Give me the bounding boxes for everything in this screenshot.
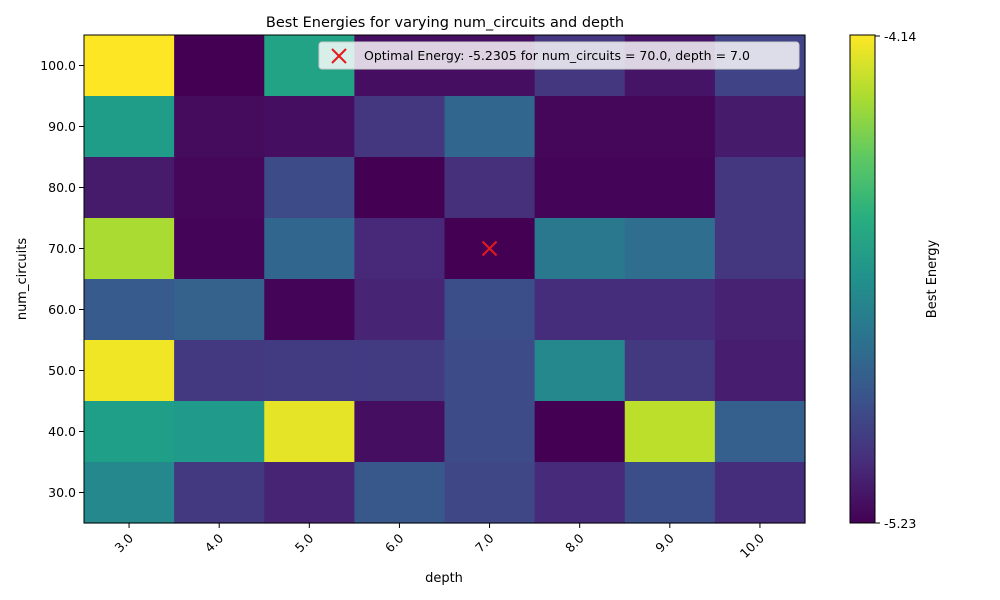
y-tick-label: 60.0 xyxy=(48,302,76,317)
heatmap-cell xyxy=(84,279,175,341)
heatmap-cell xyxy=(444,340,536,402)
legend-label: Optimal Energy: -5.2305 for num_circuits… xyxy=(364,48,750,63)
heatmap-cell xyxy=(264,279,355,341)
heatmap-cell xyxy=(84,401,175,463)
heatmap-cell xyxy=(534,96,626,158)
heatmap-cell xyxy=(624,218,716,280)
x-tick-label: 3.0 xyxy=(112,530,137,555)
heatmap-cell xyxy=(714,218,806,280)
y-tick-label: 100.0 xyxy=(40,58,76,73)
y-tick-label: 30.0 xyxy=(48,485,76,500)
heatmap-cell xyxy=(714,462,806,524)
heatmap-cell xyxy=(534,401,626,463)
x-tick-label: 4.0 xyxy=(202,530,227,555)
heatmap-cell xyxy=(534,462,626,524)
heatmap-cell xyxy=(264,340,355,402)
heatmap-cell xyxy=(624,157,716,219)
heatmap-cell xyxy=(264,218,355,280)
y-tick-label: 70.0 xyxy=(48,241,76,256)
heatmap-cell xyxy=(354,401,446,463)
heatmap-cell xyxy=(624,340,716,402)
heatmap-cell xyxy=(714,340,806,402)
y-tick-label: 50.0 xyxy=(48,363,76,378)
chart-title: Best Energies for varying num_circuits a… xyxy=(266,15,624,31)
legend-x-icon xyxy=(331,48,347,64)
x-tick-label: 8.0 xyxy=(562,530,587,555)
heatmap-cell xyxy=(174,35,265,97)
heatmap-cells xyxy=(84,35,806,524)
heatmap-cell xyxy=(534,340,626,402)
y-axis-ticks: 100.0 90.0 80.0 70.0 60.0 50.0 40.0 30.0 xyxy=(40,58,84,500)
heatmap-cell xyxy=(174,462,265,524)
heatmap-cell xyxy=(174,279,265,341)
heatmap-cell xyxy=(264,157,355,219)
legend-box xyxy=(318,41,800,70)
colorbar-tick-bottom: -5.23 xyxy=(884,516,916,531)
colorbar-label: Best Energy xyxy=(925,239,940,318)
heatmap-cell xyxy=(714,96,806,158)
heatmap-cell xyxy=(444,279,536,341)
heatmap-cell xyxy=(174,401,265,463)
heatmap-cell xyxy=(84,340,175,402)
colorbar-gradient xyxy=(849,34,876,524)
heatmap-cell xyxy=(354,96,446,158)
heatmap-cell xyxy=(714,279,806,341)
heatmap-cell xyxy=(714,157,806,219)
heatmap-cell xyxy=(444,96,536,158)
heatmap-cell xyxy=(174,340,265,402)
heatmap-cell xyxy=(444,462,536,524)
heatmap-cell xyxy=(264,96,355,158)
x-tick-label: 10.0 xyxy=(737,530,767,560)
heatmap-cell xyxy=(354,157,446,219)
x-axis-ticks: 3.0 4.0 5.0 6.0 7.0 8.0 9.0 10.0 xyxy=(112,523,767,561)
heatmap-cell xyxy=(624,96,716,158)
legend: Optimal Energy: -5.2305 for num_circuits… xyxy=(318,41,800,70)
colorbar: -4.14 -5.23 Best Energy xyxy=(849,29,940,531)
heatmap-cell xyxy=(534,218,626,280)
heatmap-cell xyxy=(534,157,626,219)
y-axis-label: num_circuits xyxy=(15,238,30,321)
optimal-marker xyxy=(481,240,498,257)
heatmap-cell xyxy=(444,401,536,463)
x-tick-label: 6.0 xyxy=(382,530,407,555)
heatmap-cell xyxy=(354,340,446,402)
x-tick-label: 7.0 xyxy=(472,530,497,555)
heatmap-cell xyxy=(84,96,175,158)
heatmap-cell xyxy=(84,35,175,97)
heatmap-cell xyxy=(264,401,355,463)
y-tick-label: 90.0 xyxy=(48,119,76,134)
heatmap-cell xyxy=(534,279,626,341)
heatmap-cell xyxy=(714,401,806,463)
plot-frame xyxy=(83,34,806,524)
heatmap-cell xyxy=(624,401,716,463)
heatmap-cell xyxy=(354,218,446,280)
heatmap-cell xyxy=(84,157,175,219)
x-tick-label: 5.0 xyxy=(292,530,317,555)
heatmap-cell xyxy=(174,96,265,158)
heatmap-cell xyxy=(174,157,265,219)
heatmap-cell xyxy=(624,279,716,341)
x-tick-label: 9.0 xyxy=(652,530,677,555)
y-tick-label: 40.0 xyxy=(48,424,76,439)
heatmap-cell xyxy=(624,462,716,524)
heatmap-cell xyxy=(84,462,175,524)
heatmap-cell xyxy=(354,279,446,341)
heatmap-cell xyxy=(264,462,355,524)
heatmap-cell xyxy=(84,218,175,280)
heatmap-cell xyxy=(444,157,536,219)
colorbar-tick-top: -4.14 xyxy=(884,29,916,44)
heatmap-cell xyxy=(354,462,446,524)
heatmap-cell xyxy=(174,218,265,280)
x-axis-label: depth xyxy=(425,571,463,586)
y-tick-label: 80.0 xyxy=(48,180,76,195)
marker-stroke xyxy=(481,240,498,257)
